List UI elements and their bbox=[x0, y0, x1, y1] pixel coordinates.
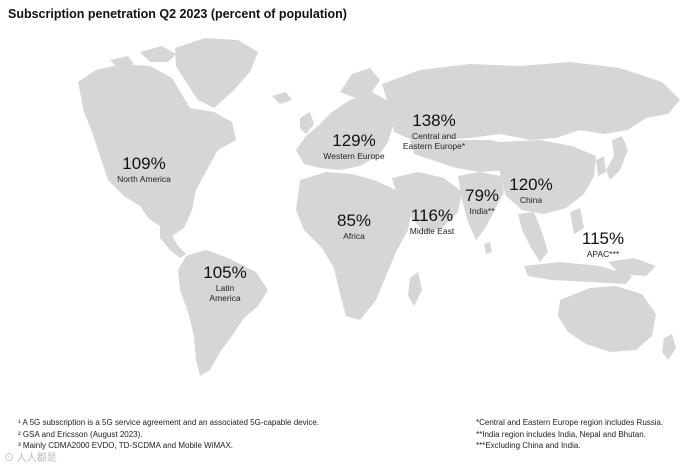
australia-shape bbox=[558, 286, 656, 352]
japan-shape bbox=[606, 136, 628, 180]
region-value: 116% bbox=[410, 206, 454, 225]
region-label: North America bbox=[117, 173, 171, 184]
page-title: Subscription penetration Q2 2023 (percen… bbox=[8, 7, 347, 21]
region-value: 138% bbox=[412, 111, 456, 130]
iceland-shape bbox=[272, 92, 292, 104]
region-value: 79% bbox=[464, 186, 500, 205]
indonesia-shape bbox=[524, 262, 632, 284]
region-label: America bbox=[209, 292, 241, 303]
region-china: 120% China bbox=[503, 176, 559, 205]
region-label: India** bbox=[469, 205, 495, 216]
footnote: ***Excluding China and India. bbox=[476, 441, 581, 451]
north-america-shape bbox=[78, 64, 236, 236]
sri-lanka-shape bbox=[484, 242, 492, 254]
china-shape bbox=[500, 140, 596, 214]
new-guinea-shape bbox=[608, 258, 656, 276]
region-label: Middle East bbox=[409, 225, 455, 236]
region-africa: 85% Africa bbox=[324, 212, 384, 241]
europe-shape bbox=[296, 92, 394, 170]
central-america-shape bbox=[160, 226, 186, 258]
scandinavia-shape bbox=[340, 68, 380, 98]
south-america-shape bbox=[178, 250, 268, 376]
region-value: 105% bbox=[203, 263, 247, 282]
madagascar-shape bbox=[408, 272, 422, 306]
footnote: *Central and Eastern Europe region inclu… bbox=[476, 418, 664, 427]
land-masses bbox=[78, 38, 680, 376]
region-india: 79% India** bbox=[458, 187, 506, 216]
region-label: Western Europe bbox=[323, 150, 385, 161]
arctic-islands-shape bbox=[140, 46, 176, 62]
new-zealand-shape bbox=[662, 334, 676, 360]
philippines-shape bbox=[570, 208, 584, 234]
footnotes-right: *Central and Eastern Europe region inclu… bbox=[476, 417, 663, 452]
arctic-islands-shape-2 bbox=[110, 56, 134, 68]
footnote: ³ Mainly CDMA2000 EVDO, TD-SCDMA and Mob… bbox=[18, 441, 234, 451]
region-value: 109% bbox=[122, 154, 166, 173]
region-value: 85% bbox=[336, 211, 372, 230]
africa-shape bbox=[296, 172, 412, 320]
region-value: 115% bbox=[581, 229, 625, 248]
uk-shape bbox=[300, 112, 314, 134]
watermark: ⊙ 人人都是 bbox=[4, 449, 57, 464]
region-north-america: 109% North America bbox=[104, 155, 184, 184]
greenland-shape bbox=[175, 38, 258, 108]
footnotes-left: ¹ A 5G subscription is a 5G service agre… bbox=[18, 417, 319, 452]
india-shape bbox=[458, 172, 504, 240]
watermark-text: 人人都是 bbox=[16, 453, 57, 464]
russia-shape bbox=[382, 62, 680, 140]
region-value: 120% bbox=[509, 175, 553, 194]
watermark-logo-icon: ⊙ bbox=[4, 453, 14, 464]
footnote: **India region includes India, Nepal and… bbox=[476, 429, 646, 439]
region-label: APAC*** bbox=[586, 248, 620, 259]
region-label: China bbox=[519, 194, 543, 205]
southeast-asia-shape bbox=[518, 212, 548, 262]
region-label: Latin bbox=[215, 282, 235, 293]
region-label: Africa bbox=[343, 230, 365, 241]
middle-east-shape bbox=[392, 172, 462, 232]
region-value: 129% bbox=[332, 131, 376, 150]
korea-shape bbox=[596, 156, 606, 176]
footnote: ¹ A 5G subscription is a 5G service agre… bbox=[18, 418, 320, 427]
region-western-europe: 129% Western Europe bbox=[314, 132, 394, 161]
region-label: Eastern Europe* bbox=[402, 140, 466, 151]
footnote: ² GSA and Ericsson (August 2023). bbox=[18, 429, 143, 439]
region-latin-america: 105% Latin America bbox=[195, 264, 255, 303]
region-label: Central and bbox=[412, 130, 456, 141]
region-middle-east: 116% Middle East bbox=[400, 207, 464, 236]
region-apac: 115% APAC*** bbox=[573, 230, 633, 259]
region-central-eastern-europe: 138% Central and Eastern Europe* bbox=[394, 112, 474, 151]
